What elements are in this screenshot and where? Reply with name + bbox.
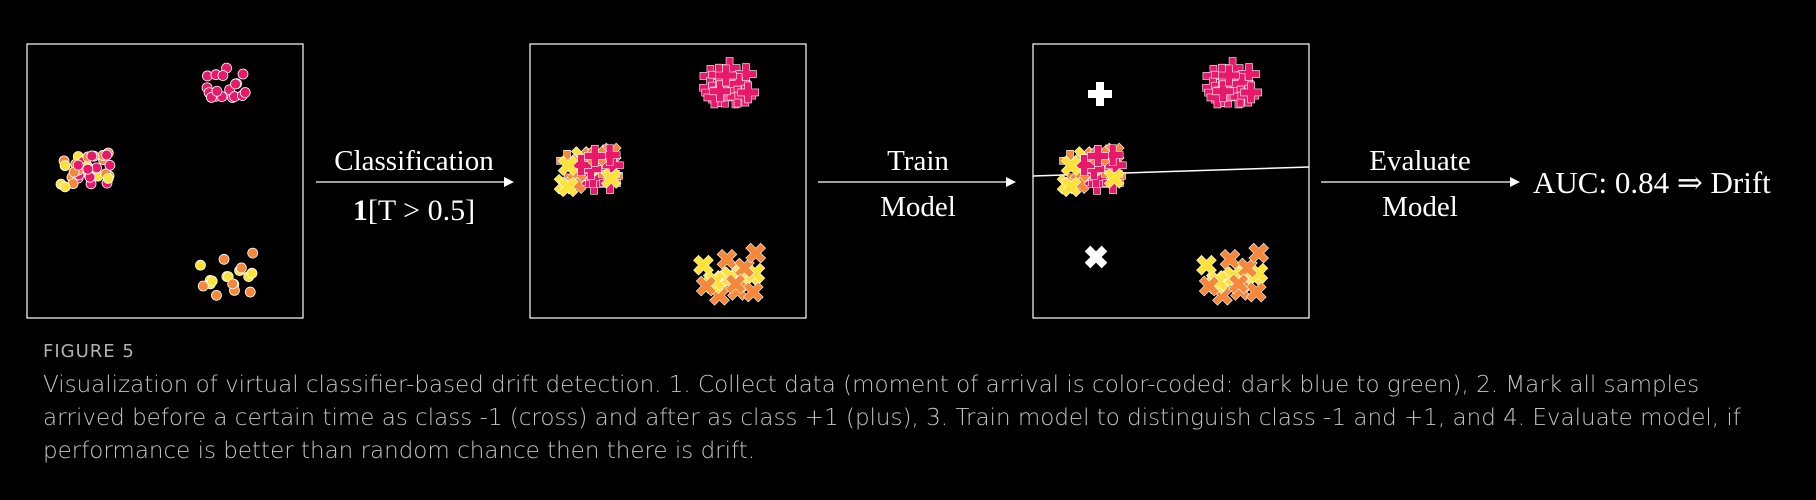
sample-point bbox=[102, 173, 114, 184]
cross-marker bbox=[742, 281, 764, 303]
sample-point bbox=[59, 181, 71, 193]
cross-marker bbox=[1248, 242, 1270, 264]
panel-classified-data bbox=[529, 43, 807, 319]
sample-point bbox=[217, 70, 229, 81]
sample-point bbox=[195, 259, 206, 271]
sample-point bbox=[86, 150, 98, 162]
auc-result: AUC: 0.84 ⇒ Drift bbox=[1533, 165, 1771, 200]
plus-marker bbox=[1087, 145, 1109, 167]
plus-marker bbox=[709, 80, 731, 103]
plus-marker bbox=[715, 64, 737, 87]
evaluate-label: Evaluate bbox=[1369, 145, 1470, 177]
cross-marker bbox=[557, 155, 579, 176]
train-model-arrow: Train Model bbox=[818, 145, 1016, 223]
cross-marker bbox=[1219, 248, 1241, 270]
sample-point bbox=[227, 278, 239, 290]
cross-marker bbox=[716, 248, 738, 270]
cross-marker bbox=[557, 176, 579, 198]
plus-marker bbox=[1218, 64, 1240, 87]
sample-point bbox=[244, 286, 256, 298]
cross-marker bbox=[1060, 155, 1082, 176]
threshold-label: 1[T > 0.5] bbox=[353, 194, 475, 227]
classification-arrow: Classification 1[T > 0.5] bbox=[316, 145, 514, 227]
sample-point bbox=[211, 289, 222, 301]
train-label: Train bbox=[887, 145, 949, 177]
drift-detection-diagram: Classification 1[T > 0.5] Train Model Ev… bbox=[26, 43, 1771, 319]
cross-marker bbox=[1103, 168, 1125, 189]
panel2-points bbox=[553, 57, 767, 306]
sample-point bbox=[206, 275, 218, 287]
panel-collect-data bbox=[26, 43, 304, 319]
figure-caption: Visualization of virtual classifier-base… bbox=[43, 372, 1741, 464]
sample-point bbox=[237, 68, 249, 80]
sample-point bbox=[104, 159, 116, 171]
cross-marker bbox=[695, 275, 717, 297]
cross-marker bbox=[1198, 275, 1220, 297]
plus-marker bbox=[584, 145, 606, 167]
figure-label: FIGURE 5 bbox=[43, 341, 135, 362]
sample-point bbox=[59, 160, 71, 172]
plus-marker bbox=[737, 81, 759, 104]
evaluate-model-label: Model bbox=[1382, 191, 1458, 223]
sample-point bbox=[72, 159, 84, 171]
cross-marker bbox=[1245, 281, 1267, 303]
cross-marker bbox=[1060, 176, 1082, 198]
plus-icon bbox=[1088, 82, 1112, 106]
sample-point bbox=[246, 267, 258, 279]
sample-point bbox=[236, 262, 247, 274]
cross-marker bbox=[1196, 254, 1217, 276]
sample-point bbox=[197, 280, 209, 292]
cross-marker bbox=[1228, 273, 1249, 295]
sample-point bbox=[101, 149, 113, 161]
cross-marker bbox=[725, 273, 746, 295]
panel1-points bbox=[55, 62, 259, 301]
train-model-label: Model bbox=[880, 191, 956, 223]
sample-point bbox=[230, 78, 241, 90]
cross-marker bbox=[600, 168, 622, 189]
plus-marker bbox=[1240, 81, 1262, 104]
evaluate-model-arrow: Evaluate Model bbox=[1321, 145, 1520, 223]
classification-label: Classification bbox=[334, 145, 494, 177]
sample-point bbox=[82, 163, 94, 175]
sample-point bbox=[239, 87, 251, 98]
sample-point bbox=[218, 253, 230, 265]
cross-icon bbox=[1084, 245, 1108, 269]
sample-point bbox=[247, 247, 259, 259]
panel3-points bbox=[1056, 57, 1270, 306]
cross-marker bbox=[693, 254, 714, 276]
cross-marker bbox=[745, 242, 767, 264]
sample-point bbox=[211, 85, 223, 97]
plus-marker bbox=[1212, 80, 1234, 103]
